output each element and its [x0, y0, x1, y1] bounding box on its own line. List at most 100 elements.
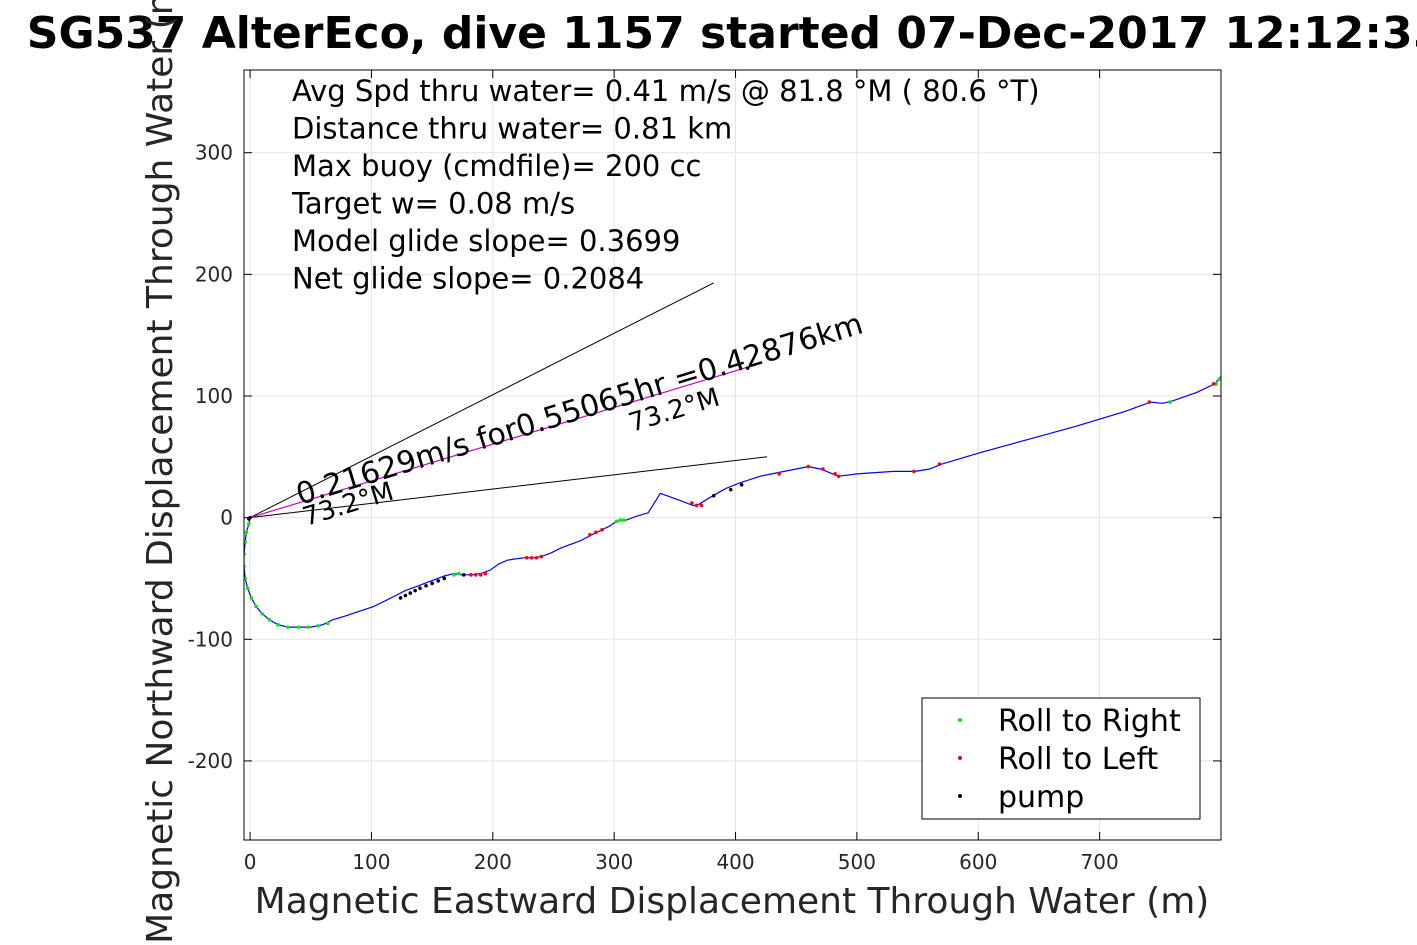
point-markers	[244, 366, 1221, 629]
roll-right-marker	[247, 521, 251, 526]
pump-marker	[739, 483, 744, 487]
x-axis-label: Magnetic Eastward Displacement Through W…	[255, 881, 1210, 922]
roll-left-marker	[1147, 400, 1152, 404]
axes-box	[243, 69, 1222, 841]
y-tick-label: -200	[188, 749, 233, 773]
pump-marker	[403, 593, 408, 598]
pump-marker	[424, 583, 428, 588]
roll-right-marker	[622, 518, 626, 522]
pump-marker	[436, 579, 440, 583]
roll-right-marker	[306, 625, 311, 629]
info-line: Distance thru water= 0.81 km	[292, 112, 732, 146]
x-tick-label: 100	[352, 850, 390, 874]
y-tick-label: -100	[188, 627, 233, 651]
roll-right-marker	[1168, 400, 1172, 404]
x-tick-label: 600	[959, 850, 997, 874]
roll-left-marker	[534, 555, 539, 560]
roll-left-marker	[539, 554, 544, 559]
roll-left-marker	[821, 467, 825, 471]
model-glide-bracket-line	[249, 282, 714, 519]
roll-right-marker	[244, 540, 248, 544]
y-axis-label: Magnetic Northward Displacement Through …	[140, 0, 181, 944]
y-tick-label: 300	[195, 141, 233, 165]
legend-marker-roll-right	[958, 718, 962, 722]
legend-label-roll-left: Roll to Left	[998, 742, 1158, 777]
roll-left-marker	[912, 469, 916, 474]
roll-right-marker	[249, 596, 254, 600]
roll-right-marker	[316, 624, 320, 628]
roll-right-marker	[285, 625, 290, 629]
roll-left-marker	[483, 571, 488, 576]
pump-marker	[398, 596, 403, 600]
x-tick-label: 400	[716, 850, 754, 874]
roll-left-marker	[833, 472, 837, 476]
roll-left-marker	[474, 573, 478, 577]
roll-right-marker	[254, 604, 258, 609]
roll-left-marker	[588, 532, 592, 537]
x-tick-label: 300	[595, 850, 633, 874]
roll-right-marker	[296, 625, 301, 629]
pump-marker	[418, 586, 422, 590]
roll-right-marker	[618, 518, 623, 522]
pump-marker	[430, 581, 434, 586]
roll-left-marker	[694, 503, 699, 508]
roll-left-marker	[777, 472, 782, 476]
tick-labels: 0 100 200 300 400 500 600 700 -200 -100 0 100 200 300	[188, 141, 1119, 874]
roll-right-marker	[614, 519, 619, 524]
roll-right-marker	[1217, 377, 1221, 381]
roll-right-marker	[245, 586, 250, 590]
roll-right-marker	[244, 576, 248, 581]
pump-marker	[408, 591, 413, 595]
legend-label-pump: pump	[998, 780, 1084, 815]
pump-marker	[745, 366, 750, 370]
grid-lines	[244, 70, 1221, 840]
roll-left-marker	[594, 530, 598, 535]
roll-left-marker	[524, 555, 529, 560]
x-tick-label: 200	[474, 850, 512, 874]
roll-right-marker	[244, 530, 249, 535]
pump-marker	[461, 573, 466, 577]
pump-marker	[442, 576, 447, 581]
legend-label-roll-right: Roll to Right	[998, 704, 1181, 739]
info-line: Model glide slope= 0.3699	[292, 224, 680, 258]
roll-right-marker	[452, 573, 456, 577]
x-tick-label: 500	[838, 850, 876, 874]
chart-title: SG537 AlterEco, dive 1157 started 07-Dec…	[27, 8, 1417, 59]
pump-marker	[413, 588, 417, 593]
pump-marker	[248, 515, 252, 520]
roll-left-marker	[937, 462, 942, 466]
roll-left-marker	[529, 555, 534, 560]
legend-box	[921, 697, 1201, 820]
net-glide-bracket-line	[250, 456, 768, 519]
y-tick-label: 100	[195, 384, 233, 408]
info-line: Target w= 0.08 m/s	[291, 187, 575, 221]
info-text-block: Avg Spd thru water= 0.41 m/s @ 81.8 °M (…	[291, 74, 1040, 296]
info-line: Max buoy (cmdfile)= 200 cc	[292, 149, 701, 183]
roll-left-marker	[699, 503, 704, 508]
roll-left-marker	[600, 528, 604, 532]
legend: Roll to Right Roll to Left pump	[921, 697, 1201, 820]
roll-left-marker	[806, 464, 811, 469]
y-tick-label: 0	[220, 506, 233, 530]
roll-right-marker	[457, 571, 461, 576]
roll-right-marker	[276, 622, 280, 627]
current-vector-line	[249, 366, 749, 519]
info-line: Avg Spd thru water= 0.41 m/s @ 81.8 °M (…	[292, 74, 1040, 108]
x-tick-label: 700	[1081, 850, 1119, 874]
roll-right-marker	[325, 621, 330, 626]
roll-right-marker	[267, 618, 272, 622]
x-tick-label: 0	[244, 850, 257, 874]
y-tick-label: 200	[195, 262, 233, 286]
pump-marker	[711, 493, 716, 498]
roll-right-marker	[260, 611, 265, 616]
roll-left-marker	[690, 501, 694, 505]
roll-left-marker	[1211, 382, 1216, 386]
roll-left-marker	[469, 573, 473, 577]
legend-marker-pump	[958, 794, 962, 798]
pump-marker	[728, 487, 733, 492]
roll-left-marker	[836, 474, 841, 479]
info-line: Net glide slope= 0.2084	[292, 262, 644, 296]
legend-marker-roll-left	[958, 756, 962, 760]
roll-left-marker	[478, 573, 483, 577]
